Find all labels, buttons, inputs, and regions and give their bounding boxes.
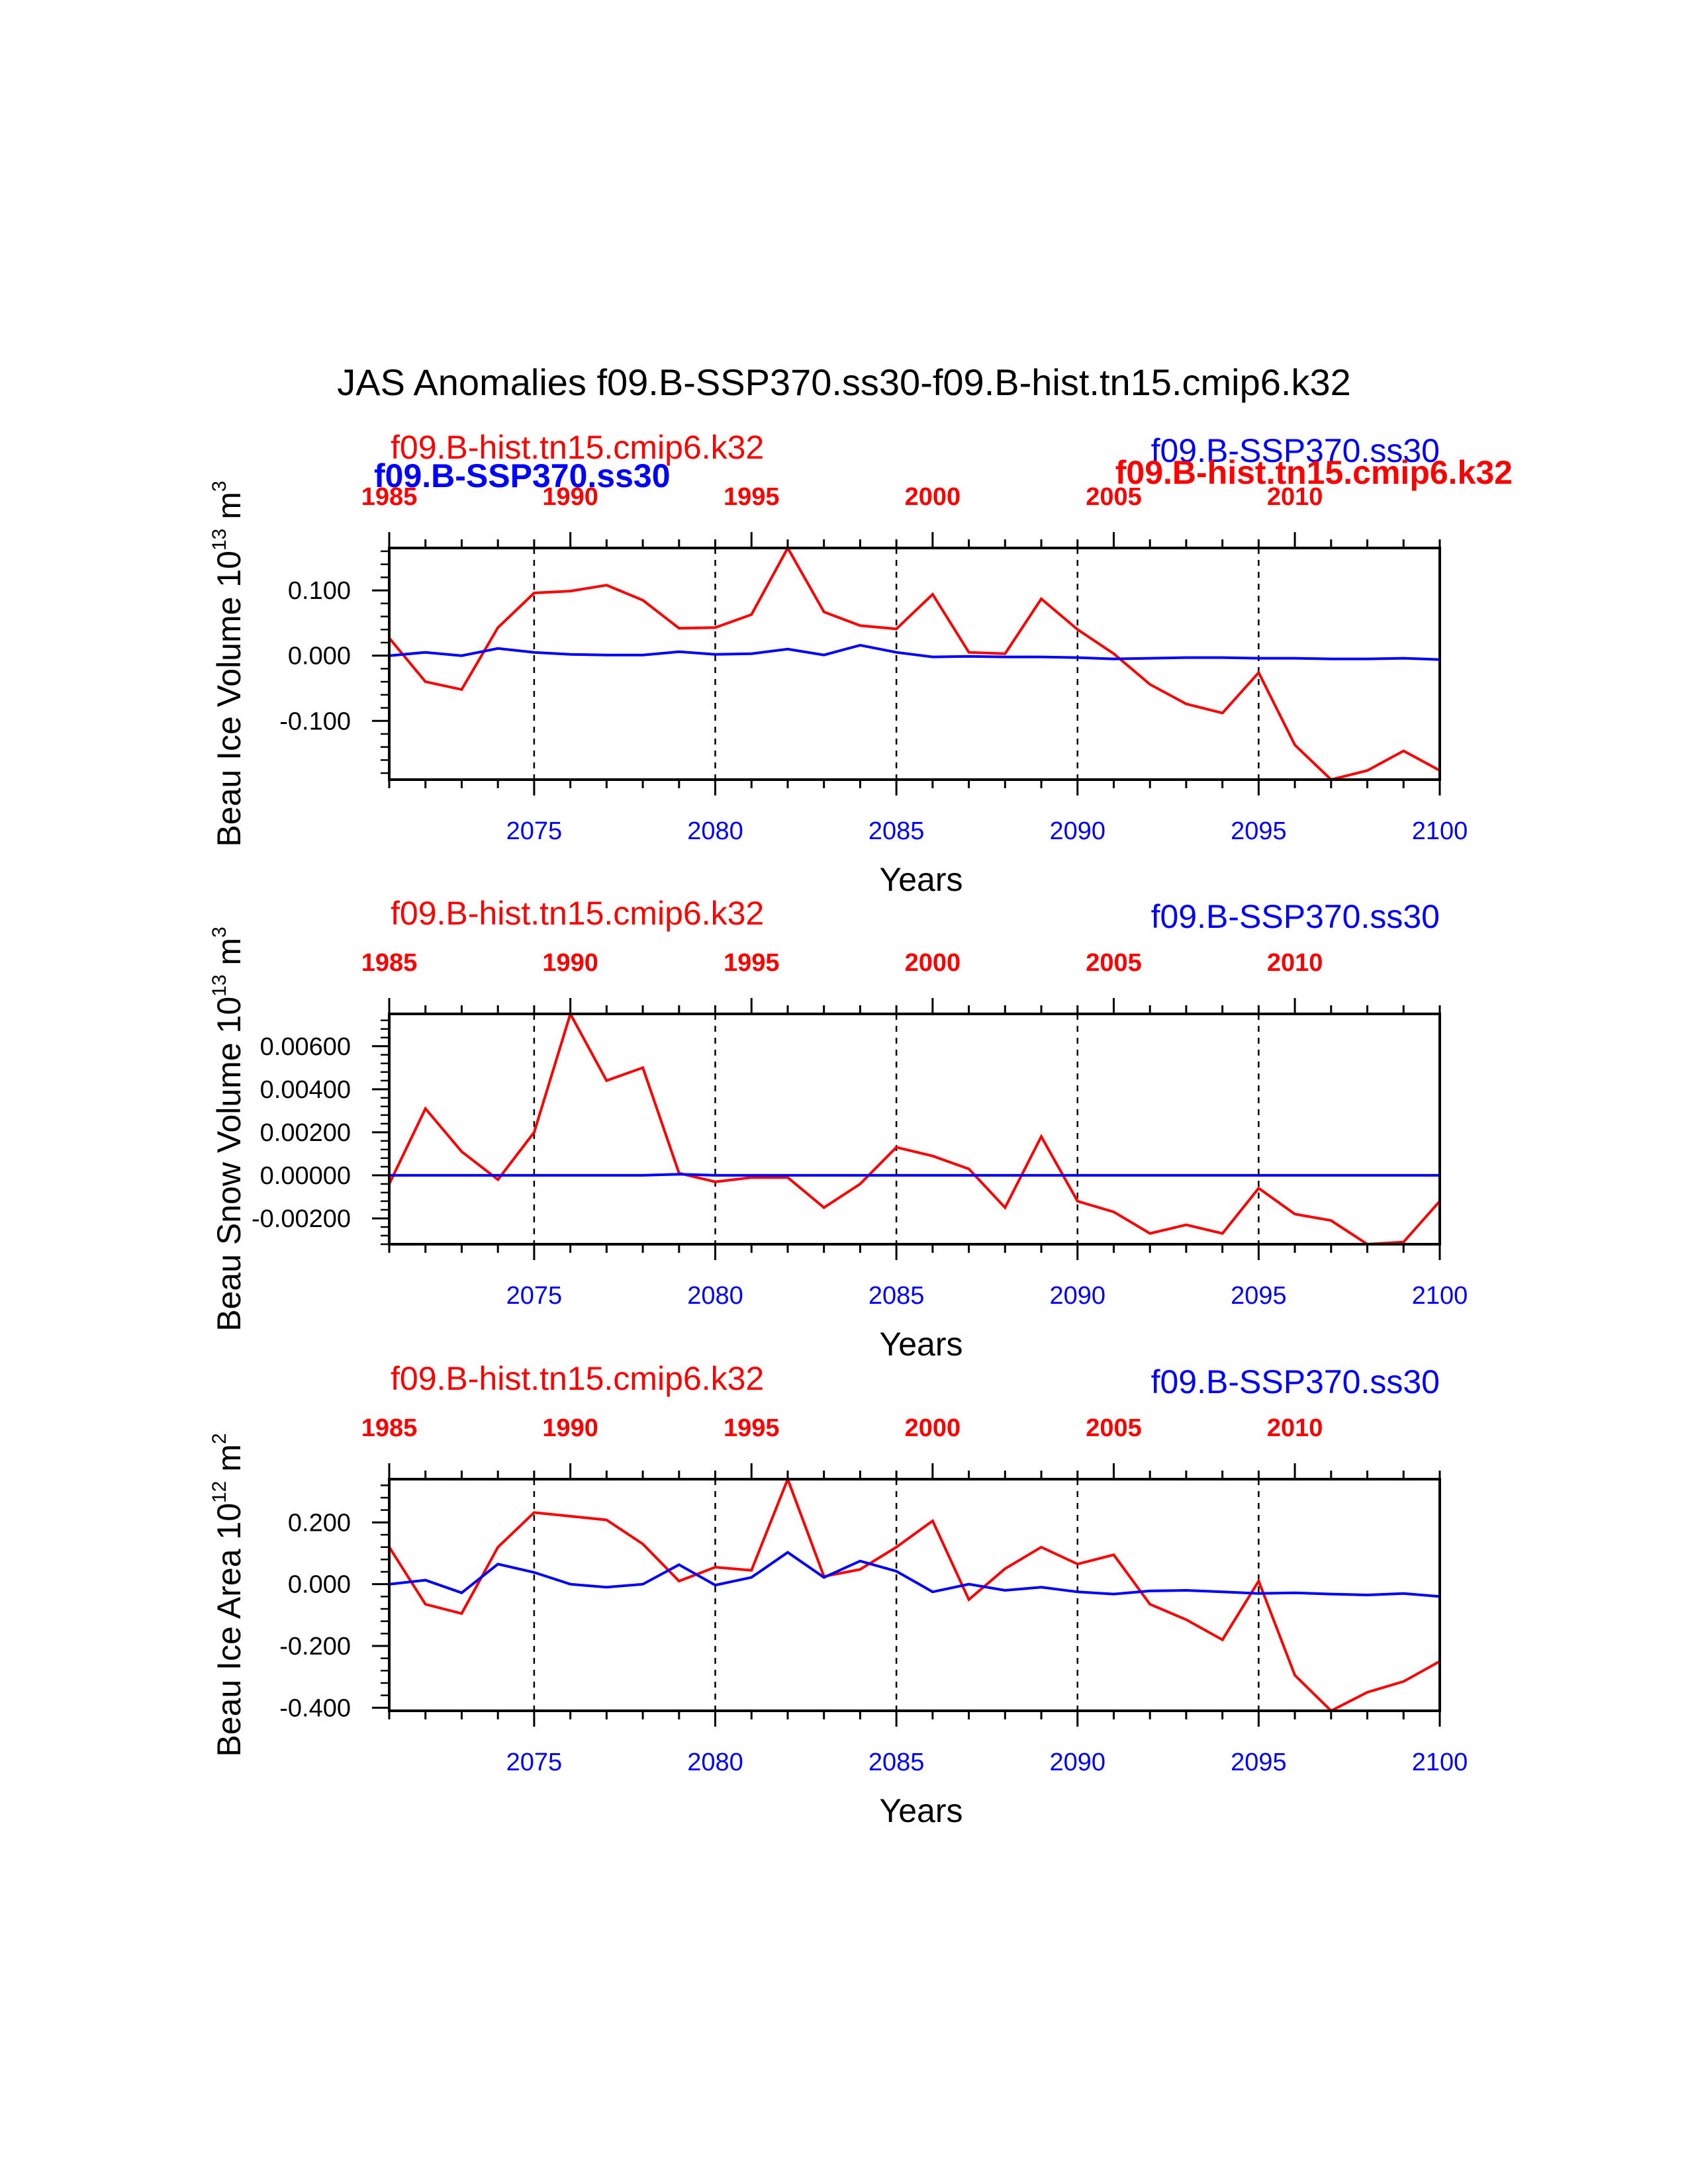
x-top-tick-label: 1990 [542,949,598,977]
y-axis-label-exponent: 13 [209,529,230,551]
y-tick-label: 0.00400 [260,1076,351,1104]
y-tick-label: 0.00600 [260,1033,351,1061]
y-axis-label-unit-exponent: 2 [209,1433,230,1444]
x-tick-label: 2095 [1231,817,1287,845]
x-tick-label: 2100 [1412,817,1468,845]
y-tick-label: 0.200 [288,1509,351,1537]
y-axis-label: Beau Ice Volume 1013 m3 [209,480,248,846]
legend-ssp-bold: f09.B-SSP370.ss30 [374,457,671,494]
y-axis-label-exponent: 13 [209,974,230,996]
x-top-tick-label: 1990 [542,1414,598,1442]
x-tick-label: 2080 [687,1282,743,1310]
x-tick-label: 2090 [1049,1282,1105,1310]
y-axis-label-unit: m [211,492,248,529]
legend-hist: f09.B-hist.tn15.cmip6.k32 [391,429,764,466]
y-axis-label-unit: m [211,1444,248,1481]
y-tick-label: 0.00000 [260,1162,351,1190]
x-top-tick-label: 2000 [905,483,961,511]
y-axis-label-exponent: 12 [209,1481,230,1503]
y-axis-label-text: Beau Ice Volume 10 [211,551,248,847]
x-top-tick-label: 1990 [542,483,598,511]
y-axis-label-unit-exponent: 3 [209,480,230,492]
y-tick-label: -0.400 [279,1694,351,1722]
x-top-tick-label: 1995 [724,949,780,977]
x-tick-label: 2075 [506,817,563,845]
y-tick-label: 0.100 [288,577,351,605]
ssp-series-line [389,643,1440,661]
x-top-tick-label: 2000 [905,1414,961,1442]
plot-frame [388,1478,1441,1712]
x-top-tick-label: 1985 [361,483,418,511]
x-top-tick-label: 2010 [1267,1414,1323,1442]
x-top-tick-label: 2005 [1086,949,1142,977]
y-axis-label-text: Beau Ice Area 10 [211,1503,248,1757]
x-axis-label: Years [879,1326,962,1363]
x-tick-label: 2090 [1049,817,1105,845]
x-tick-label: 2080 [687,1749,743,1776]
y-tick-label: -0.00200 [252,1205,351,1233]
y-tick-label: 0.00200 [260,1119,351,1147]
panel-1: 2075 2080 2085 2090 2095 2100 1985 1990 1995 2000… [209,429,1513,898]
x-top-tick-label: 1985 [361,1414,418,1442]
x-tick-label: 2100 [1412,1749,1468,1776]
y-axis-label-unit-exponent: 3 [209,927,230,938]
y-axis-label: Beau Snow Volume 1013 m3 [209,927,248,1332]
x-tick-label: 2100 [1412,1282,1468,1310]
x-tick-label: 2085 [868,817,925,845]
x-tick-label: 2090 [1049,1749,1105,1776]
x-top-tick-label: 2005 [1086,483,1142,511]
x-tick-label: 2085 [868,1282,925,1310]
x-axis-label: Years [879,861,962,898]
plot-frame [388,1013,1441,1246]
legend-hist: f09.B-hist.tn15.cmip6.k32 [391,1360,764,1397]
ssp-series-line [389,1173,1440,1177]
x-tick-label: 2075 [506,1749,563,1776]
x-tick-label: 2075 [506,1282,563,1310]
panel-2: 2075 2080 2085 2090 2095 2100 1985 1990 1995 2000… [209,895,1468,1363]
x-top-tick-label: 1985 [361,949,418,977]
ssp-series-line [389,1551,1440,1598]
legend-hist: f09.B-hist.tn15.cmip6.k32 [391,895,764,932]
hist-series-line [388,545,1440,782]
y-tick-label: -0.100 [279,707,351,735]
x-axis-label: Years [879,1792,962,1829]
plot-frame [388,547,1441,781]
y-tick-label: 0.000 [288,643,351,670]
y-tick-label: -0.200 [279,1633,351,1661]
x-tick-label: 2095 [1231,1282,1287,1310]
hist-series-line [388,1010,1441,1246]
y-tick-label: 0.000 [288,1571,351,1599]
x-tick-label: 2095 [1231,1749,1287,1776]
page-title: JAS Anomalies f09.B-SSP370.ss30-f09.B-hi… [337,361,1351,403]
y-axis-label: Beau Ice Area 1012 m2 [209,1433,248,1756]
x-top-tick-label: 1995 [724,1414,780,1442]
legend-hist-bold: f09.B-hist.tn15.cmip6.k32 [1115,454,1513,491]
x-top-tick-label: 2000 [905,949,961,977]
y-axis-label-unit: m [211,938,248,975]
panel-3: 2075 2080 2085 2090 2095 2100 1985 1990 1995 2000… [209,1360,1468,1829]
y-axis-label-text: Beau Snow Volume 10 [211,997,248,1332]
legend-ssp: f09.B-SSP370.ss30 [1151,898,1440,935]
legend-ssp: f09.B-SSP370.ss30 [1151,1363,1440,1400]
x-top-tick-label: 2005 [1086,1414,1142,1442]
x-top-tick-label: 1995 [724,483,780,511]
hist-series-line [388,1475,1440,1713]
x-top-tick-label: 2010 [1267,483,1323,511]
legend-ssp: f09.B-SSP370.ss30 [1151,432,1440,469]
x-top-tick-label: 2010 [1267,949,1323,977]
x-tick-label: 2085 [868,1749,925,1776]
x-tick-label: 2080 [687,817,743,845]
